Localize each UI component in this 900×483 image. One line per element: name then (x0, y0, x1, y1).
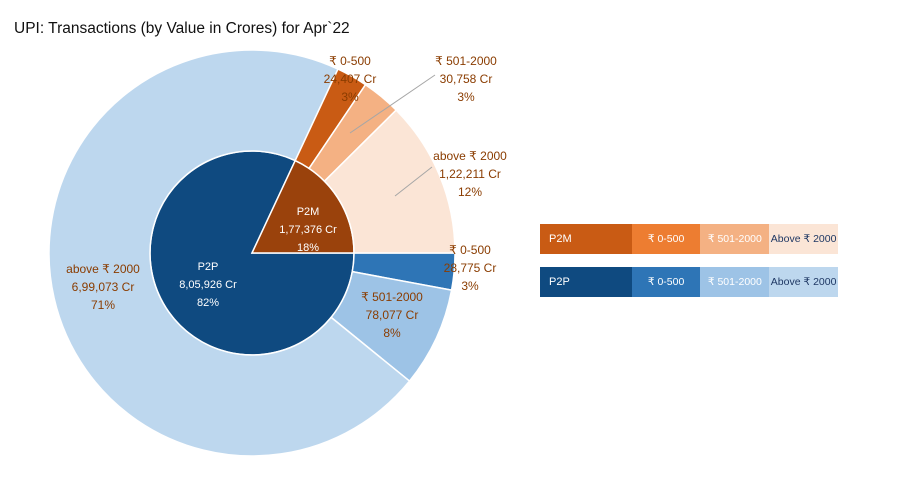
leader-line-4 (349, 74, 436, 134)
legend-p2p-501-2000: ₹ 501-2000 (700, 267, 770, 297)
label-p2m-0-500: ₹ 0-500 24,407 Cr 3% (324, 54, 377, 104)
legend-p2m-row: P2M ₹ 0-500 ₹ 501-2000 Above ₹ 2000 (540, 224, 839, 254)
legend-p2p-0-500: ₹ 0-500 (631, 267, 701, 297)
legend-p2m-0-500: ₹ 0-500 (631, 224, 701, 254)
chart-title: UPI: Transactions (by Value in Crores) f… (14, 20, 350, 37)
legend-p2m-name: P2M (540, 224, 632, 254)
legend-p2m-501-2000: ₹ 501-2000 (700, 224, 770, 254)
label-p2m-above-2000: above ₹ 2000 1,22,211 Cr 12% (433, 149, 507, 199)
legend-p2p-name: P2P (540, 267, 632, 297)
legend-p2m-above-2000: Above ₹ 2000 (769, 224, 839, 254)
label-p2p-501-2000: ₹ 501-2000 78,077 Cr 8% (361, 290, 423, 340)
legend-p2p-above-2000: Above ₹ 2000 (769, 267, 839, 297)
leader-line-5 (394, 166, 433, 197)
label-p2p-0-500: ₹ 0-500 28,775 Cr 3% (444, 243, 497, 293)
label-p2m-501-2000: ₹ 501-2000 30,758 Cr 3% (435, 54, 497, 104)
outer-slice-p2m-above-2000 (323, 109, 456, 254)
label-p2p-above-2000: above ₹ 2000 6,99,073 Cr 71% (66, 262, 140, 312)
label-p2m: P2M 1,77,376 Cr 18% (279, 206, 337, 254)
label-p2p: P2P 8,05,926 Cr 82% (179, 261, 237, 309)
legend-p2p-row: P2P ₹ 0-500 ₹ 501-2000 Above ₹ 2000 (540, 267, 839, 297)
outer-slice-p2p-above-2000 (48, 49, 411, 457)
